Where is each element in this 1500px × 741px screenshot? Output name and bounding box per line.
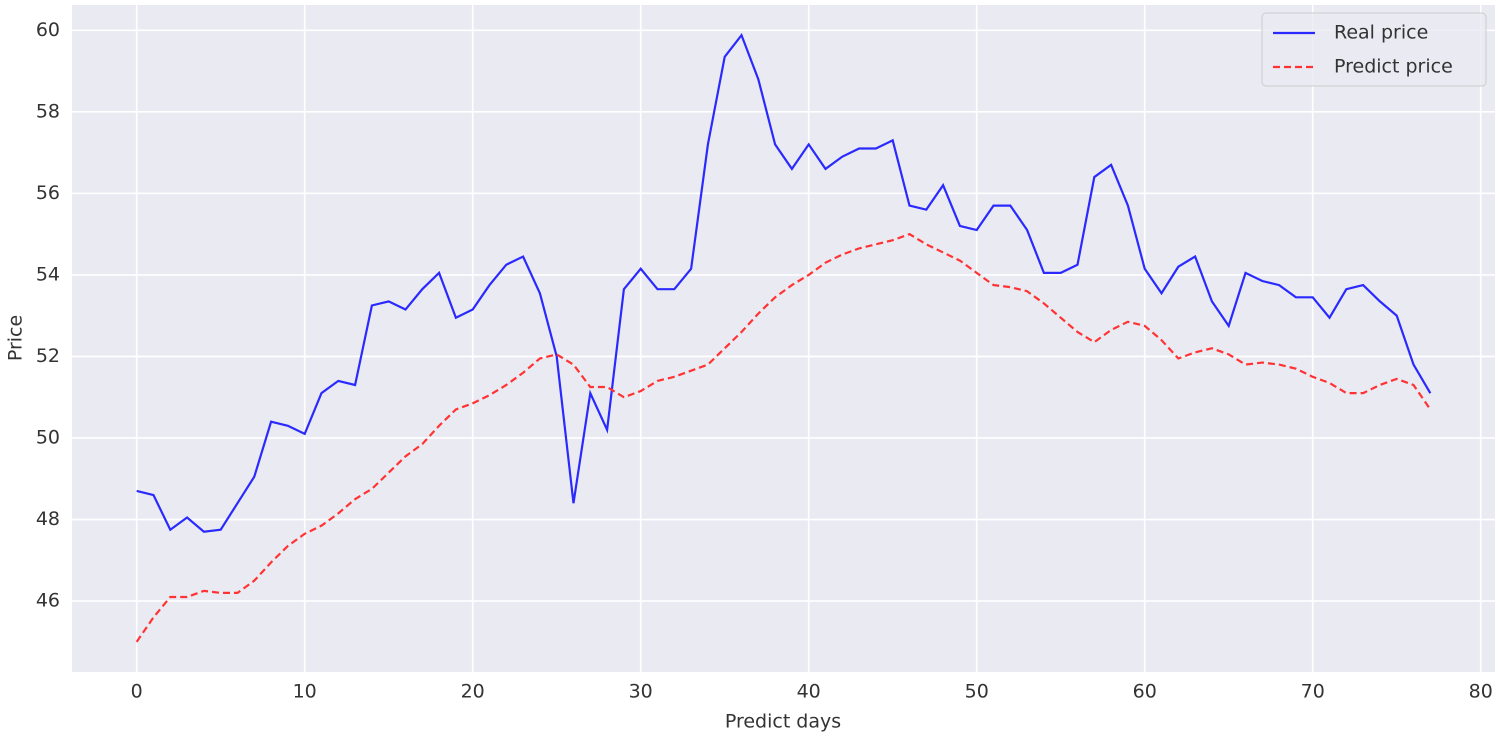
y-tick-label: 52 [36, 345, 60, 367]
x-tick-label: 40 [797, 681, 821, 703]
y-tick-label: 56 [36, 182, 60, 204]
y-tick-label: 48 [36, 508, 60, 530]
y-tick-label: 46 [36, 590, 60, 612]
x-tick-label: 10 [293, 681, 317, 703]
x-tick-label: 30 [629, 681, 653, 703]
y-tick-label: 50 [36, 426, 60, 448]
plot-area [72, 5, 1495, 672]
legend-label: Real price [1334, 22, 1428, 44]
legend-label: Predict price [1334, 56, 1453, 78]
series-line [135, 232, 1432, 643]
x-tick-label: 50 [965, 681, 989, 703]
x-tick-label: 80 [1469, 681, 1493, 703]
x-axis-label: Predict days [725, 711, 841, 733]
y-tick-label: 54 [36, 263, 60, 285]
y-axis-label: Price [5, 315, 27, 361]
legend-box [1261, 12, 1487, 87]
y-tick-label: 58 [36, 100, 60, 122]
x-tick-label: 0 [131, 681, 143, 703]
x-tick-label: 20 [461, 681, 485, 703]
y-tick-label: 60 [36, 19, 60, 41]
x-tick-label: 60 [1133, 681, 1157, 703]
x-tick-label: 70 [1301, 681, 1325, 703]
series-line [136, 32, 1432, 533]
